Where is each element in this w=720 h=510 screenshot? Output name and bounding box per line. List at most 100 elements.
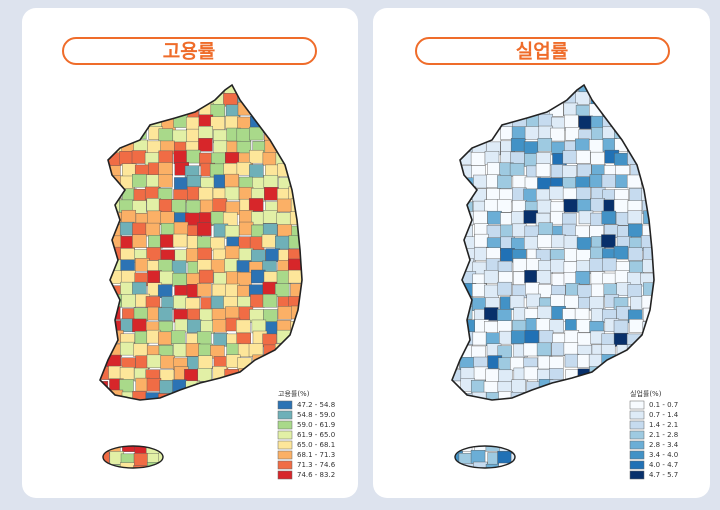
district bbox=[537, 234, 552, 249]
district bbox=[185, 343, 201, 357]
district bbox=[497, 175, 512, 189]
district bbox=[197, 283, 212, 297]
district bbox=[213, 272, 229, 286]
district bbox=[213, 333, 228, 347]
district bbox=[628, 223, 643, 238]
district bbox=[173, 343, 188, 357]
district bbox=[470, 152, 486, 166]
district bbox=[120, 248, 135, 262]
district bbox=[511, 211, 526, 225]
legend-label: 3.4 - 4.0 bbox=[649, 451, 678, 459]
district bbox=[222, 212, 238, 226]
district bbox=[160, 355, 175, 369]
district bbox=[484, 284, 499, 299]
legend-label: 1.4 - 2.1 bbox=[649, 421, 678, 429]
district bbox=[146, 198, 162, 212]
district bbox=[549, 186, 564, 200]
district bbox=[224, 258, 239, 272]
district bbox=[642, 259, 654, 273]
district bbox=[523, 342, 539, 357]
district bbox=[575, 91, 590, 106]
district bbox=[197, 368, 213, 382]
district bbox=[563, 102, 579, 117]
district bbox=[132, 318, 147, 333]
district bbox=[536, 342, 552, 357]
district bbox=[211, 283, 227, 298]
legend-label: 47.2 - 54.8 bbox=[297, 401, 335, 409]
district bbox=[536, 199, 552, 214]
district bbox=[275, 235, 290, 250]
district bbox=[509, 163, 525, 177]
legend-label: 54.8 - 59.0 bbox=[297, 411, 335, 419]
district bbox=[565, 127, 580, 141]
district bbox=[224, 225, 240, 239]
district bbox=[511, 379, 526, 393]
district bbox=[157, 284, 173, 298]
district bbox=[549, 356, 564, 370]
district bbox=[262, 293, 278, 308]
legend-title: 고용률(%) bbox=[278, 390, 310, 398]
district bbox=[613, 333, 629, 347]
jeju-outline bbox=[454, 445, 516, 469]
district bbox=[199, 199, 215, 214]
district bbox=[588, 139, 604, 153]
district bbox=[197, 236, 212, 250]
district bbox=[225, 245, 240, 260]
district bbox=[564, 294, 579, 309]
district bbox=[120, 341, 135, 356]
legend-swatch bbox=[277, 460, 293, 470]
district bbox=[172, 233, 188, 248]
district bbox=[159, 270, 174, 285]
district bbox=[483, 270, 499, 284]
legend-swatch bbox=[277, 400, 293, 410]
legend-swatch bbox=[629, 410, 645, 420]
district bbox=[172, 129, 188, 144]
district bbox=[224, 186, 240, 201]
district bbox=[131, 150, 147, 164]
district bbox=[210, 295, 226, 310]
district bbox=[119, 367, 135, 381]
panel-title: 고용률 bbox=[163, 41, 215, 63]
district bbox=[264, 187, 279, 201]
district bbox=[225, 115, 240, 130]
district bbox=[197, 247, 212, 262]
district bbox=[563, 198, 579, 213]
district bbox=[472, 331, 488, 346]
district bbox=[263, 174, 279, 189]
district bbox=[550, 259, 565, 273]
district bbox=[262, 152, 278, 166]
district bbox=[536, 270, 551, 284]
district bbox=[144, 186, 160, 201]
district bbox=[576, 186, 591, 201]
district bbox=[132, 234, 147, 248]
district bbox=[602, 257, 617, 272]
legend-swatch bbox=[629, 460, 645, 470]
district bbox=[276, 198, 292, 213]
district bbox=[601, 174, 617, 188]
district bbox=[159, 380, 174, 394]
district bbox=[537, 305, 552, 320]
legend-swatch bbox=[277, 410, 293, 420]
legend-label: 2.8 - 3.4 bbox=[649, 441, 679, 449]
legend-label: 71.3 - 74.6 bbox=[297, 461, 336, 469]
district bbox=[119, 151, 134, 165]
district bbox=[174, 318, 190, 333]
district bbox=[132, 174, 147, 188]
district bbox=[158, 128, 174, 142]
district bbox=[174, 177, 189, 191]
legend-swatch bbox=[277, 430, 293, 440]
district bbox=[198, 269, 214, 284]
district bbox=[562, 150, 578, 164]
district bbox=[524, 270, 539, 284]
legend-swatch bbox=[277, 470, 293, 480]
district bbox=[210, 211, 226, 225]
legend-label: 2.1 - 2.8 bbox=[649, 431, 678, 439]
legend-swatch bbox=[629, 400, 645, 410]
district bbox=[173, 150, 188, 164]
district bbox=[551, 342, 566, 356]
district bbox=[575, 150, 591, 164]
district bbox=[578, 115, 593, 130]
district bbox=[526, 293, 541, 308]
district bbox=[159, 234, 175, 248]
